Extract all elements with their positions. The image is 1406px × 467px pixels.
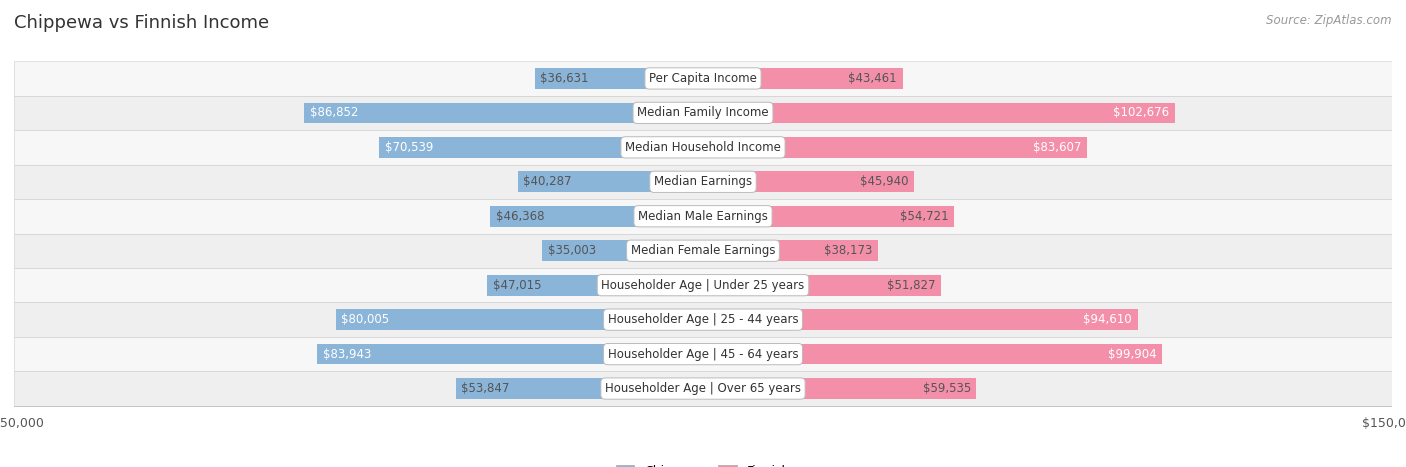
- Text: Median Family Income: Median Family Income: [637, 106, 769, 120]
- FancyBboxPatch shape: [14, 268, 1392, 303]
- Bar: [703, 137, 1087, 158]
- Text: $38,173: $38,173: [824, 244, 873, 257]
- Bar: [703, 171, 914, 192]
- FancyBboxPatch shape: [14, 61, 1392, 96]
- Bar: [703, 103, 1174, 123]
- Text: Householder Age | 25 - 44 years: Householder Age | 25 - 44 years: [607, 313, 799, 326]
- Text: $54,721: $54,721: [900, 210, 949, 223]
- Text: $99,904: $99,904: [1108, 347, 1156, 361]
- Bar: [491, 206, 703, 226]
- FancyBboxPatch shape: [14, 199, 1392, 234]
- Bar: [703, 378, 976, 399]
- Text: $70,539: $70,539: [384, 141, 433, 154]
- Bar: [703, 206, 955, 226]
- FancyBboxPatch shape: [14, 234, 1392, 268]
- FancyBboxPatch shape: [14, 130, 1392, 164]
- FancyBboxPatch shape: [14, 96, 1392, 130]
- Text: Median Household Income: Median Household Income: [626, 141, 780, 154]
- Text: Householder Age | 45 - 64 years: Householder Age | 45 - 64 years: [607, 347, 799, 361]
- Bar: [380, 137, 703, 158]
- Text: Median Female Earnings: Median Female Earnings: [631, 244, 775, 257]
- Bar: [517, 171, 703, 192]
- Text: Median Male Earnings: Median Male Earnings: [638, 210, 768, 223]
- Text: Householder Age | Under 25 years: Householder Age | Under 25 years: [602, 279, 804, 292]
- Text: $80,005: $80,005: [342, 313, 389, 326]
- Legend: Chippewa, Finnish: Chippewa, Finnish: [610, 460, 796, 467]
- Bar: [703, 68, 903, 89]
- Text: $45,940: $45,940: [860, 175, 908, 188]
- Text: $47,015: $47,015: [492, 279, 541, 292]
- Text: $83,943: $83,943: [323, 347, 371, 361]
- Bar: [336, 309, 703, 330]
- Bar: [304, 103, 703, 123]
- Bar: [318, 344, 703, 364]
- Text: $102,676: $102,676: [1114, 106, 1168, 120]
- Bar: [486, 275, 703, 296]
- Text: Householder Age | Over 65 years: Householder Age | Over 65 years: [605, 382, 801, 395]
- Text: $43,461: $43,461: [848, 72, 897, 85]
- Bar: [703, 309, 1137, 330]
- Text: Source: ZipAtlas.com: Source: ZipAtlas.com: [1267, 14, 1392, 27]
- Bar: [703, 344, 1161, 364]
- Text: $86,852: $86,852: [309, 106, 359, 120]
- Text: $53,847: $53,847: [461, 382, 509, 395]
- Bar: [534, 68, 703, 89]
- Text: $40,287: $40,287: [523, 175, 572, 188]
- Text: $35,003: $35,003: [548, 244, 596, 257]
- Bar: [543, 241, 703, 261]
- FancyBboxPatch shape: [14, 371, 1392, 406]
- Text: Chippewa vs Finnish Income: Chippewa vs Finnish Income: [14, 14, 269, 32]
- Text: $51,827: $51,827: [887, 279, 935, 292]
- Text: Median Earnings: Median Earnings: [654, 175, 752, 188]
- Bar: [703, 241, 879, 261]
- Text: $36,631: $36,631: [540, 72, 589, 85]
- Text: $46,368: $46,368: [495, 210, 544, 223]
- FancyBboxPatch shape: [14, 164, 1392, 199]
- Text: $94,610: $94,610: [1084, 313, 1132, 326]
- Bar: [456, 378, 703, 399]
- Text: Per Capita Income: Per Capita Income: [650, 72, 756, 85]
- Text: $83,607: $83,607: [1033, 141, 1081, 154]
- FancyBboxPatch shape: [14, 337, 1392, 371]
- FancyBboxPatch shape: [14, 303, 1392, 337]
- Bar: [703, 275, 941, 296]
- Text: $59,535: $59,535: [922, 382, 972, 395]
